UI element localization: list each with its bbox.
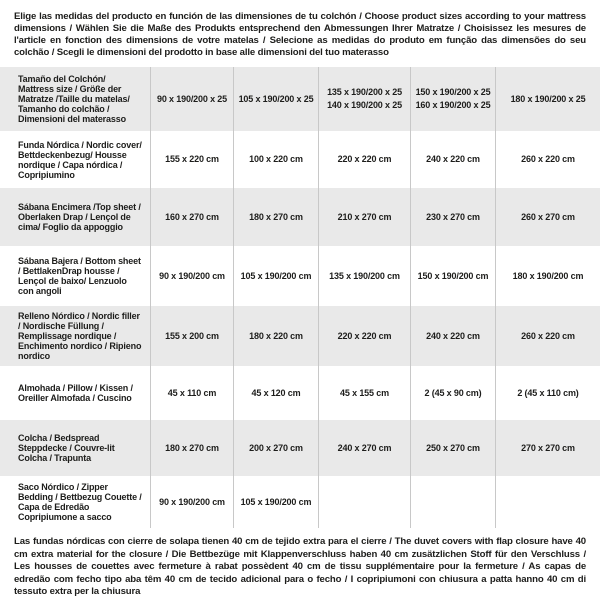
size-value bbox=[318, 476, 410, 529]
size-value: 180 x 270 cm bbox=[150, 420, 233, 477]
row-bedspread: Colcha / Bedspread Steppdecke / Couvre-l… bbox=[0, 420, 600, 477]
product-label: Sábana Bajera / Bottom sheet / Bettlaken… bbox=[18, 256, 141, 297]
size-value: 2 (45 x 110 cm) bbox=[495, 366, 600, 421]
size-value: 150 x 190/200 x 25 160 x 190/200 x 25 bbox=[410, 67, 495, 132]
product-label: Funda Nórdica / Nordic cover/ Bettdecken… bbox=[18, 139, 142, 180]
size-value: 100 x 220 cm bbox=[233, 131, 318, 189]
size-value: 45 x 155 cm bbox=[318, 366, 410, 421]
product-size-sheet: Elige las medidas del producto en funció… bbox=[0, 11, 600, 600]
size-value: 240 x 270 cm bbox=[318, 420, 410, 477]
size-value: 200 x 270 cm bbox=[233, 420, 318, 477]
size-value: 105 x 190/200 cm bbox=[233, 246, 318, 307]
size-value: 240 x 220 cm bbox=[410, 131, 495, 189]
product-label: Almohada / Pillow / Kissen / Oreiller Al… bbox=[18, 383, 133, 404]
product-label: Tamaño del Colchón/ Mattress size / Größ… bbox=[18, 74, 130, 125]
size-value: 180 x 220 cm bbox=[233, 306, 318, 367]
intro-text: Elige las medidas del producto en funció… bbox=[14, 11, 586, 59]
size-value: 260 x 220 cm bbox=[495, 306, 600, 367]
size-value: 270 x 270 cm bbox=[495, 420, 600, 477]
product-label: Relleno Nórdico / Nordic filler / Nordis… bbox=[18, 311, 142, 362]
product-label: Sábana Encimera /Top sheet / Oberlaken D… bbox=[18, 202, 141, 233]
size-value: 250 x 270 cm bbox=[410, 420, 495, 477]
size-value: 90 x 190/200 x 25 bbox=[150, 67, 233, 132]
size-value: 180 x 190/200 x 25 bbox=[495, 67, 600, 132]
size-value: 230 x 270 cm bbox=[410, 188, 495, 247]
size-value: 155 x 200 cm bbox=[150, 306, 233, 367]
row-nordic-cover: Funda Nórdica / Nordic cover/ Bettdecken… bbox=[0, 131, 600, 189]
size-value: 45 x 110 cm bbox=[150, 366, 233, 421]
size-value: 45 x 120 cm bbox=[233, 366, 318, 421]
footnote-text: Las fundas nórdicas con cierre de solapa… bbox=[14, 536, 586, 598]
size-value: 135 x 190/200 cm bbox=[318, 246, 410, 307]
size-value: 210 x 270 cm bbox=[318, 188, 410, 247]
size-value: 90 x 190/200 cm bbox=[150, 476, 233, 529]
size-value: 260 x 270 cm bbox=[495, 188, 600, 247]
size-value: 220 x 220 cm bbox=[318, 306, 410, 367]
size-value: 135 x 190/200 x 25 140 x 190/200 x 25 bbox=[318, 67, 410, 132]
size-table: Tamaño del Colchón/ Mattress size / Größ… bbox=[0, 67, 600, 529]
size-value bbox=[495, 476, 600, 529]
size-value: 240 x 220 cm bbox=[410, 306, 495, 367]
size-value: 180 x 190/200 cm bbox=[495, 246, 600, 307]
size-value: 2 (45 x 90 cm) bbox=[410, 366, 495, 421]
row-zipper-bedding: Saco Nórdico / Zipper Bedding / Bettbezu… bbox=[0, 476, 600, 529]
size-value: 260 x 220 cm bbox=[495, 131, 600, 189]
row-mattress-size: Tamaño del Colchón/ Mattress size / Größ… bbox=[0, 67, 600, 132]
size-value: 220 x 220 cm bbox=[318, 131, 410, 189]
size-value: 90 x 190/200 cm bbox=[150, 246, 233, 307]
size-value: 105 x 190/200 x 25 bbox=[233, 67, 318, 132]
size-value: 180 x 270 cm bbox=[233, 188, 318, 247]
size-value: 155 x 220 cm bbox=[150, 131, 233, 189]
row-nordic-filler: Relleno Nórdico / Nordic filler / Nordis… bbox=[0, 306, 600, 367]
size-value bbox=[410, 476, 495, 529]
size-value: 150 x 190/200 cm bbox=[410, 246, 495, 307]
row-top-sheet: Sábana Encimera /Top sheet / Oberlaken D… bbox=[0, 188, 600, 247]
row-pillow: Almohada / Pillow / Kissen / Oreiller Al… bbox=[0, 366, 600, 421]
row-bottom-sheet: Sábana Bajera / Bottom sheet / Bettlaken… bbox=[0, 246, 600, 307]
product-label: Colcha / Bedspread Steppdecke / Couvre-l… bbox=[18, 433, 115, 464]
size-value: 160 x 270 cm bbox=[150, 188, 233, 247]
product-label: Saco Nórdico / Zipper Bedding / Bettbezu… bbox=[18, 482, 142, 523]
size-value: 105 x 190/200 cm bbox=[233, 476, 318, 529]
